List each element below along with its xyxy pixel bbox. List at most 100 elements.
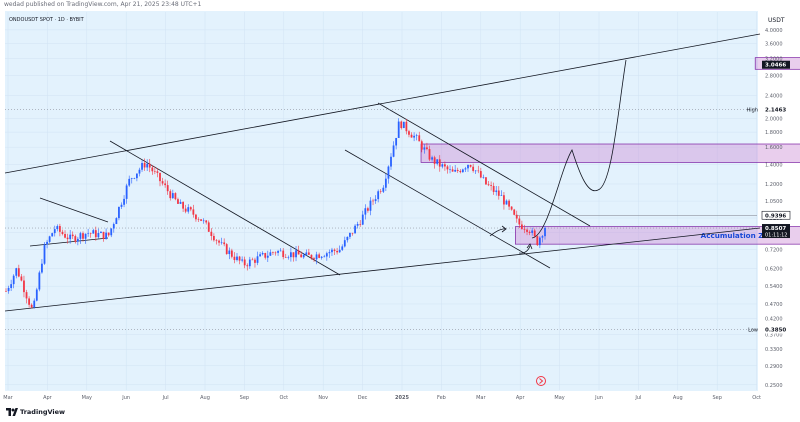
drawings-layer (489, 59, 627, 254)
candle-body (118, 206, 120, 219)
candle-body (467, 164, 469, 169)
candle (544, 225, 546, 240)
candle-body (153, 171, 156, 172)
x-tick-label: Feb (437, 395, 446, 401)
publish-info: wedad published on TradingView.com, Apr … (4, 1, 202, 8)
y-tick-label: 0.7200 (765, 247, 783, 253)
candle-body (277, 250, 279, 253)
candle (402, 121, 405, 129)
candle-body (384, 178, 387, 188)
candle (184, 204, 187, 214)
candle-body (218, 240, 220, 243)
candle-body (377, 191, 380, 200)
candle-body (10, 284, 13, 288)
replay-icon[interactable] (536, 376, 546, 386)
candle-body (372, 200, 374, 202)
candle-body (12, 275, 15, 285)
candle-body (397, 121, 400, 138)
candle-body (456, 169, 459, 171)
candle (87, 228, 90, 237)
downtrend-line-2 (377, 102, 591, 227)
candle (174, 192, 177, 201)
candle-body (300, 254, 303, 258)
candle (159, 172, 161, 187)
candle-body (538, 237, 541, 246)
candle-body (146, 163, 149, 168)
bounce-arrow-2 (518, 245, 531, 254)
candle-body (143, 163, 146, 168)
candle-body (318, 254, 321, 258)
candle (25, 289, 28, 304)
candle-body (210, 231, 213, 236)
candle (228, 247, 231, 260)
candle (472, 163, 475, 173)
candle-body (461, 169, 464, 173)
candle-body (105, 232, 107, 239)
candle-body (328, 252, 331, 254)
candle (392, 141, 395, 158)
candle-body (138, 169, 141, 174)
candle (123, 195, 125, 208)
countdown-text: 01:11:12 (765, 233, 787, 239)
candle (526, 228, 528, 236)
candle (15, 267, 18, 279)
candle (20, 274, 23, 282)
candle (320, 256, 323, 260)
downtrend-line-3 (344, 149, 551, 269)
candle (395, 137, 398, 150)
candle-body (325, 253, 328, 257)
candle (43, 242, 46, 265)
candle (274, 251, 277, 256)
y-tick-label: 3.6000 (765, 41, 783, 47)
candle-body (449, 169, 451, 170)
time-axis[interactable]: Mar Apr May Jun Jul Aug Sep Oct Nov Dec 2025 Feb Mar… (3, 395, 761, 401)
y-tick-label: 3.2000 (765, 56, 783, 62)
candle-body (202, 220, 205, 222)
candle (107, 232, 110, 237)
candle-body (115, 218, 118, 225)
candle (102, 231, 105, 242)
candle (510, 206, 513, 211)
candle (143, 158, 146, 171)
candle-body (274, 252, 277, 254)
candle (195, 213, 197, 222)
candle-body (531, 230, 534, 233)
tradingview-logo[interactable]: TradingView (6, 408, 65, 416)
candle-body (282, 250, 285, 258)
candle (338, 245, 341, 253)
candle (469, 164, 472, 168)
candle-body (367, 208, 369, 211)
candle (105, 228, 107, 240)
candle-body (128, 178, 131, 186)
candle (120, 202, 123, 210)
candle-body (513, 209, 516, 215)
candle (323, 254, 326, 258)
candle-body (130, 178, 133, 179)
candle (449, 165, 451, 174)
candle-body (248, 259, 251, 267)
candle-body (84, 233, 87, 239)
candle (461, 168, 464, 173)
candle-body (97, 232, 100, 238)
candle-body (400, 121, 403, 129)
x-tick-label: Oct (752, 395, 761, 401)
price-axis[interactable]: 4.0000 3.6000 3.2000 2.8000 2.4000 2.0000 1.80… (747, 28, 791, 389)
x-tick-label: Mar (476, 395, 486, 401)
candle (233, 252, 236, 264)
candle (318, 252, 321, 259)
triangle-upper-line (39, 197, 109, 223)
candle-body (102, 231, 105, 239)
candle-body (269, 252, 272, 256)
candle (408, 129, 410, 138)
candle-body (302, 254, 305, 258)
x-tick-label: May (82, 395, 92, 401)
candle-body (159, 172, 161, 182)
candle-body (38, 272, 41, 290)
candle (84, 233, 87, 244)
candle (533, 228, 536, 238)
candle (282, 248, 285, 260)
y-tick-label: 2.4000 (765, 93, 783, 99)
price-label-tag: Low (748, 328, 758, 334)
candle (387, 165, 390, 184)
